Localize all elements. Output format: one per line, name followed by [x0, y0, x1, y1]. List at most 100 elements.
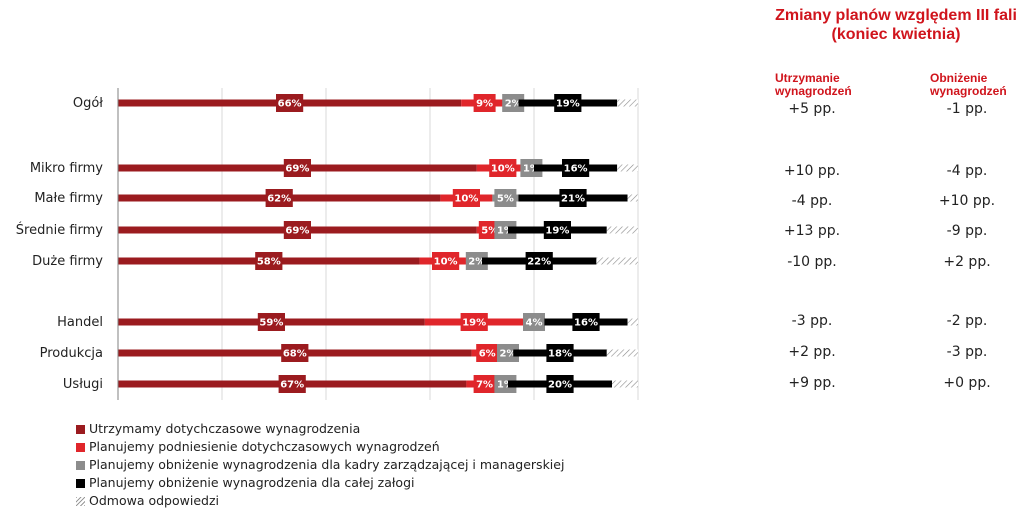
data-label: 5%	[497, 194, 514, 205]
stacked-bar-chart: Ogół 66% 9% 2% 19% Mikro firmy 69% 10% 1% 16% Małe…	[16, 88, 639, 400]
data-label-box	[572, 313, 600, 331]
category-label: Duże firmy	[32, 254, 103, 269]
legend-label: Planujemy obniżenie wynagrodzenia dla ca…	[89, 475, 415, 490]
data-label: 10%	[434, 257, 458, 268]
data-label: 2%	[500, 349, 517, 360]
legend-swatch	[76, 496, 85, 506]
data-label-box	[465, 252, 488, 270]
data-label-box	[276, 94, 304, 112]
maintain-change-value: +5 pp.	[788, 101, 836, 117]
data-label: 62%	[267, 194, 291, 205]
data-label-box	[473, 375, 496, 393]
data-label: 2%	[505, 99, 522, 110]
data-label: 2%	[468, 257, 485, 268]
column-header-maintain: Utrzymanie wynagrodzeń	[775, 71, 852, 98]
legend-swatch	[76, 478, 85, 488]
chart-legend: Utrzymamy dotychczasowe wynagrodzenia Pla…	[76, 420, 564, 510]
data-label: 69%	[285, 226, 309, 237]
bar-segment	[596, 257, 638, 265]
data-label: 18%	[548, 349, 572, 360]
maintain-change-value: -3 pp.	[791, 313, 833, 329]
data-label-box	[494, 221, 517, 239]
category-label: Usługi	[63, 377, 103, 392]
bar-segment	[612, 380, 638, 388]
category-label: Mikro firmy	[30, 161, 103, 176]
legend-label: Odmowa odpowiedzi	[89, 493, 219, 508]
data-label: 20%	[548, 380, 572, 391]
category-label: Średnie firmy	[16, 222, 104, 238]
reduce-change-value: -3 pp.	[946, 344, 988, 360]
reduce-change-value: +0 pp.	[943, 375, 991, 391]
data-label: 19%	[545, 226, 569, 237]
data-label-box	[520, 159, 543, 177]
legend-swatch	[76, 424, 85, 434]
data-label: 16%	[574, 318, 598, 329]
data-label: 7%	[476, 380, 493, 391]
bar-segment	[606, 349, 638, 357]
reduce-change-value: +2 pp.	[943, 254, 991, 270]
legend-label: Planujemy podniesienie dotychczasowych w…	[89, 439, 440, 454]
data-label: 1%	[523, 164, 540, 175]
reduce-change-value: +10 pp.	[938, 193, 996, 209]
bar-segment	[606, 226, 638, 234]
data-label-box	[497, 344, 519, 362]
data-label-box	[494, 375, 517, 393]
data-label-box	[494, 189, 517, 207]
data-label: 67%	[280, 380, 304, 391]
data-label-box	[278, 375, 306, 393]
bar-segment	[627, 194, 638, 202]
data-label-box	[543, 221, 571, 239]
data-label: 10%	[491, 164, 515, 175]
data-label-box	[473, 94, 496, 112]
data-label-box	[283, 159, 311, 177]
data-label-box	[281, 344, 309, 362]
maintain-change-value: +10 pp.	[783, 163, 841, 179]
data-label: 1%	[497, 226, 514, 237]
data-label-box	[432, 252, 460, 270]
data-label: 19%	[556, 99, 580, 110]
data-label: 21%	[561, 194, 585, 205]
data-label: 59%	[259, 318, 283, 329]
bar-segment	[617, 164, 638, 172]
reduce-change-value: -4 pp.	[946, 163, 988, 179]
legend-item: Odmowa odpowiedzi	[76, 492, 564, 510]
data-label-box	[257, 313, 285, 331]
maintain-change-value: -10 pp.	[787, 254, 837, 270]
bar-segment	[627, 318, 638, 326]
data-label: 16%	[564, 164, 588, 175]
data-label: 19%	[462, 318, 486, 329]
legend-item: Utrzymamy dotychczasowe wynagrodzenia	[76, 420, 564, 438]
legend-item: Planujemy obniżenie wynagrodzenia dla ka…	[76, 456, 564, 474]
data-label: 10%	[454, 194, 478, 205]
data-label: 68%	[283, 349, 307, 360]
data-label: 6%	[479, 349, 496, 360]
data-label: 5%	[481, 226, 498, 237]
legend-swatch	[76, 442, 85, 452]
data-label-box	[562, 159, 590, 177]
panel-title-line2: (koniec kwietnia)	[831, 26, 961, 43]
data-label-box	[283, 221, 311, 239]
category-label: Małe firmy	[34, 191, 103, 206]
data-label: 69%	[285, 164, 309, 175]
column-header-reduce: Obniżenie wynagrodzeń	[930, 71, 1007, 98]
maintain-change-value: +9 pp.	[788, 375, 836, 391]
data-label-box	[523, 313, 545, 331]
maintain-change-value: -4 pp.	[791, 193, 833, 209]
legend-item: Planujemy obniżenie wynagrodzenia dla ca…	[76, 474, 564, 492]
legend-swatch	[76, 460, 85, 470]
data-label-box	[525, 252, 553, 270]
data-label: 9%	[476, 99, 493, 110]
reduce-change-value: -2 pp.	[946, 313, 988, 329]
legend-label: Utrzymamy dotychczasowe wynagrodzenia	[89, 421, 361, 436]
data-label-box	[255, 252, 283, 270]
data-label: 1%	[497, 380, 514, 391]
data-label-box	[554, 94, 582, 112]
legend-label: Planujemy obniżenie wynagrodzenia dla ka…	[89, 457, 565, 472]
data-label-box	[489, 159, 517, 177]
data-label-box	[460, 313, 488, 331]
data-label: 66%	[278, 99, 302, 110]
data-label-box	[546, 344, 574, 362]
reduce-change-value: -1 pp.	[946, 101, 988, 117]
data-label-box	[476, 344, 499, 362]
category-label: Ogół	[73, 96, 103, 111]
